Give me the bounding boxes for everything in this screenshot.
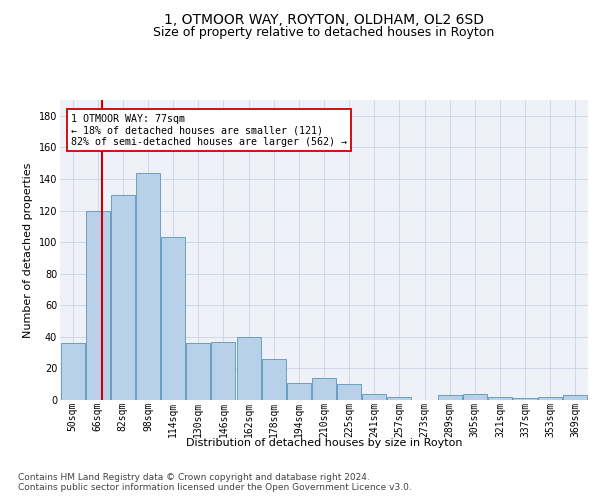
Bar	[538, 397, 562, 400]
Bar	[463, 394, 487, 400]
Bar	[438, 396, 461, 400]
Bar	[388, 397, 412, 400]
Y-axis label: Number of detached properties: Number of detached properties	[23, 162, 33, 338]
Bar	[111, 194, 135, 400]
Bar	[362, 394, 386, 400]
Bar	[61, 343, 85, 400]
Bar	[287, 382, 311, 400]
Text: 1, OTMOOR WAY, ROYTON, OLDHAM, OL2 6SD: 1, OTMOOR WAY, ROYTON, OLDHAM, OL2 6SD	[164, 12, 484, 26]
Bar	[262, 359, 286, 400]
Bar	[312, 378, 336, 400]
Bar	[161, 238, 185, 400]
Bar	[86, 210, 110, 400]
Bar	[236, 337, 260, 400]
Bar	[187, 343, 210, 400]
Bar	[513, 398, 537, 400]
Bar	[136, 172, 160, 400]
Bar	[563, 396, 587, 400]
Text: Distribution of detached houses by size in Royton: Distribution of detached houses by size …	[186, 438, 462, 448]
Text: Contains HM Land Registry data © Crown copyright and database right 2024.
Contai: Contains HM Land Registry data © Crown c…	[18, 472, 412, 492]
Text: Size of property relative to detached houses in Royton: Size of property relative to detached ho…	[154, 26, 494, 39]
Bar	[211, 342, 235, 400]
Bar	[488, 397, 512, 400]
Bar	[337, 384, 361, 400]
Text: 1 OTMOOR WAY: 77sqm
← 18% of detached houses are smaller (121)
82% of semi-detac: 1 OTMOOR WAY: 77sqm ← 18% of detached ho…	[71, 114, 347, 146]
